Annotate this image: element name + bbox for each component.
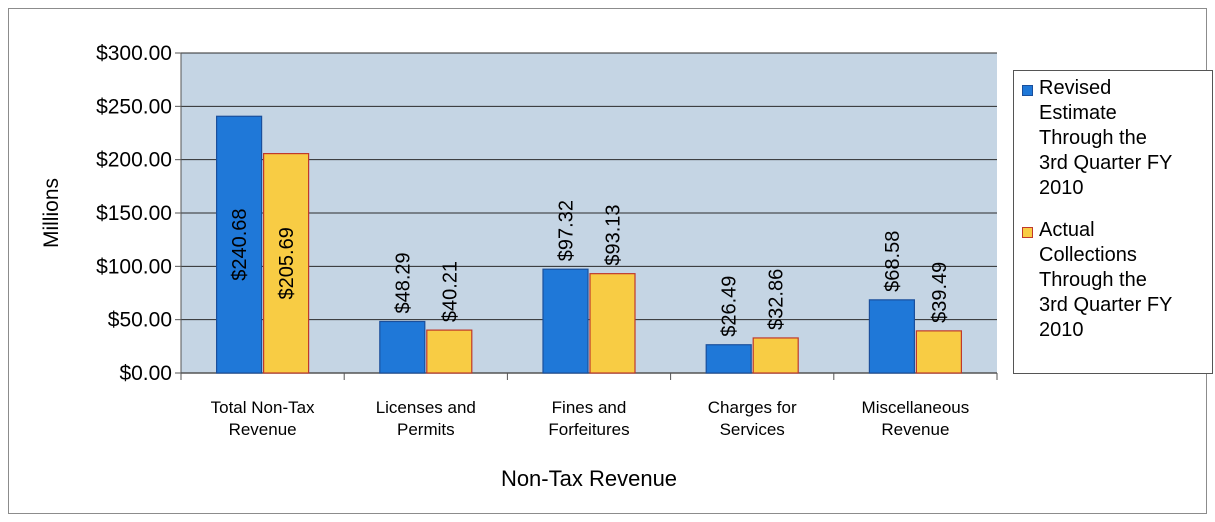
x-tick-label: Licenses and — [376, 398, 476, 417]
x-tick-label: Revenue — [881, 420, 949, 439]
y-axis-title: Millions — [40, 178, 63, 248]
data-label: $40.21 — [439, 261, 461, 322]
bar-actual-collections — [589, 273, 636, 374]
y-tick-label: $50.00 — [108, 309, 172, 332]
y-tick-label: $150.00 — [96, 202, 172, 225]
legend-label-line: Through the — [1039, 127, 1147, 149]
legend-swatch — [1022, 85, 1033, 96]
legend-label-line: Actual — [1039, 219, 1095, 241]
data-label: $48.29 — [392, 252, 414, 313]
x-tick-label: Revenue — [229, 420, 297, 439]
x-tick-label: Miscellaneous — [862, 398, 970, 417]
data-label: $97.32 — [556, 200, 578, 261]
bar-revised-estimate — [868, 299, 916, 374]
bar-revised-estimate — [542, 268, 589, 374]
x-tick-label: Fines and — [552, 398, 627, 417]
y-tick-label: $250.00 — [96, 95, 172, 118]
x-axis-title: Non-Tax Revenue — [501, 466, 677, 491]
bar-actual-collections — [752, 337, 799, 374]
bar-revised-estimate — [379, 320, 426, 374]
legend: Revised Estimate Through the 3rd Quarter FY… — [1013, 70, 1213, 374]
bar-revised-estimate — [705, 344, 752, 374]
y-tick-label: $200.00 — [96, 149, 172, 172]
data-label: $39.49 — [929, 262, 951, 323]
bar-actual-collections — [426, 329, 473, 374]
legend-item: Revised Estimate Through the 3rd Quarter FY… — [1022, 76, 1207, 201]
data-label: $240.68 — [229, 208, 251, 280]
y-tick-label: $100.00 — [96, 255, 172, 278]
data-label: $32.86 — [766, 269, 788, 330]
data-label: $205.69 — [276, 227, 298, 299]
legend-swatch — [1022, 227, 1033, 238]
x-tick-label: Total Non-Tax — [211, 398, 315, 417]
legend-label: Revised Estimate Through the 3rd Quarter FY… — [1039, 76, 1172, 201]
x-tick-label: Services — [720, 420, 785, 439]
bar-revised-estimate — [216, 115, 263, 374]
y-tick-label: $0.00 — [119, 362, 172, 385]
x-tick-label: Permits — [397, 420, 455, 439]
legend-label-line: 2010 — [1039, 319, 1084, 341]
legend-label-line: 2010 — [1039, 177, 1084, 199]
legend-label-line: 3rd Quarter FY — [1039, 152, 1173, 174]
legend-label-line: Through the — [1039, 269, 1147, 291]
data-label: $26.49 — [719, 276, 741, 337]
legend-label: Actual Collections Through the 3rd Quarter … — [1039, 218, 1172, 343]
bar-actual-collections — [915, 330, 963, 374]
x-tick-label: Charges for — [708, 398, 797, 417]
x-tick-label: Forfeitures — [548, 420, 629, 439]
legend-label-line: 3rd Quarter FY — [1039, 294, 1173, 316]
legend-label-line: Revised — [1039, 77, 1112, 99]
legend-item: Actual Collections Through the 3rd Quarter … — [1022, 218, 1207, 343]
data-label: $68.58 — [882, 231, 904, 292]
legend-label-line: Estimate — [1039, 102, 1117, 124]
data-label: $93.13 — [603, 204, 625, 265]
bar-actual-collections — [263, 152, 310, 374]
y-tick-label: $300.00 — [96, 42, 172, 65]
legend-label-line: Collections — [1039, 244, 1137, 266]
